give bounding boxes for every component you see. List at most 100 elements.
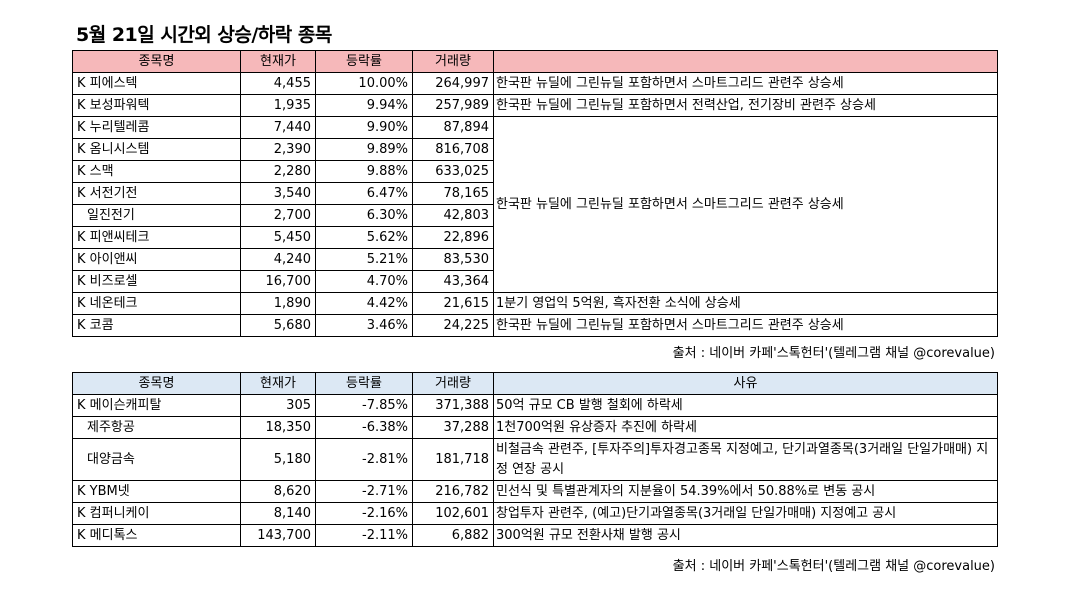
table-row: K 피에스텍 4,455 10.00% 264,997 한국판 뉴딜에 그린뉴딜… <box>72 72 998 95</box>
merged-reason: 한국판 뉴딜에 그린뉴딜 포함하면서 스마트그리드 관련주 상승세 <box>493 116 998 293</box>
table-row: K 메이슨캐피탈 305 -7.85% 371,388 50억 규모 CB 발행… <box>72 394 998 417</box>
stock-price: 5,680 <box>240 314 316 337</box>
stock-change: 9.88% <box>315 160 413 183</box>
table-row: 제주항공 18,350 -6.38% 37,288 1천700억원 유상증자 추… <box>72 416 998 439</box>
stock-name: K 네온테크 <box>72 292 241 315</box>
page-title: 5월 21일 시간외 상승/하락 종목 <box>76 24 332 46</box>
stock-change: -2.71% <box>315 480 413 503</box>
stock-name: K YBM넷 <box>72 480 241 503</box>
stock-reason: 한국판 뉴딜에 그린뉴딜 포함하면서 스마트그리드 관련주 상승세 <box>493 72 998 95</box>
stock-change: -2.11% <box>315 524 413 547</box>
stock-change: 6.47% <box>315 182 413 205</box>
stock-name: K 아이앤씨 <box>72 248 241 271</box>
stock-name: 대양금속 <box>72 438 241 481</box>
stock-name: K 피앤씨테크 <box>72 226 241 249</box>
stock-change: 4.70% <box>315 270 413 293</box>
stock-reason: 1천700억원 유상증자 추진에 하락세 <box>493 416 998 439</box>
stock-price: 7,440 <box>240 116 316 139</box>
stock-volume: 816,708 <box>412 138 494 161</box>
stock-price: 5,450 <box>240 226 316 249</box>
stock-reason: 민선식 및 특별관계자의 지분율이 54.39%에서 50.88%로 변동 공시 <box>493 480 998 503</box>
stock-price: 2,390 <box>240 138 316 161</box>
stock-volume: 37,288 <box>412 416 494 439</box>
stock-name: K 코콤 <box>72 314 241 337</box>
header-reason <box>493 50 998 73</box>
table-row: K 아이앤씨 4,240 5.21% 83,530 <box>72 248 998 271</box>
stock-volume: 24,225 <box>412 314 494 337</box>
table-row: 일진전기 2,700 6.30% 42,803 <box>72 204 998 227</box>
header-name: 종목명 <box>72 50 241 73</box>
stock-volume: 633,025 <box>412 160 494 183</box>
stock-name: K 누리텔레콤 <box>72 116 241 139</box>
stock-name: K 메이슨캐피탈 <box>72 394 241 417</box>
stock-volume: 21,615 <box>412 292 494 315</box>
stock-volume: 181,718 <box>412 438 494 481</box>
stock-reason: 한국판 뉴딜에 그린뉴딜 포함하면서 스마트그리드 관련주 상승세 <box>493 314 998 337</box>
stock-price: 3,540 <box>240 182 316 205</box>
stock-price: 5,180 <box>240 438 316 481</box>
stock-name: K 보성파워텍 <box>72 94 241 117</box>
stock-volume: 43,364 <box>412 270 494 293</box>
stock-volume: 264,997 <box>412 72 494 95</box>
stock-change: 3.46% <box>315 314 413 337</box>
header-price: 현재가 <box>240 372 316 395</box>
stock-volume: 257,989 <box>412 94 494 117</box>
stock-name: K 서전기전 <box>72 182 241 205</box>
stock-change: 5.21% <box>315 248 413 271</box>
stock-reason: 1분기 영업익 5억원, 흑자전환 소식에 상승세 <box>493 292 998 315</box>
stock-volume: 6,882 <box>412 524 494 547</box>
table-row: 대양금속 5,180 -2.81% 181,718 비철금속 관련주, [투자주… <box>72 438 998 481</box>
stock-price: 2,280 <box>240 160 316 183</box>
stock-volume: 42,803 <box>412 204 494 227</box>
table-header-row: 종목명 현재가 등락률 거래량 사유 <box>72 372 998 395</box>
stock-reason: 창업투자 관련주, (예고)단기과열종목(3거래일 단일가매매) 지정예고 공시 <box>493 502 998 525</box>
stock-reason: 300억원 규모 전환사채 발행 공시 <box>493 524 998 547</box>
stock-name: K 컴퍼니케이 <box>72 502 241 525</box>
stock-change: -2.81% <box>315 438 413 481</box>
table-row: K 서전기전 3,540 6.47% 78,165 <box>72 182 998 205</box>
stock-name: K 옴니시스템 <box>72 138 241 161</box>
stock-price: 1,890 <box>240 292 316 315</box>
stock-price: 305 <box>240 394 316 417</box>
stock-volume: 102,601 <box>412 502 494 525</box>
stock-reason: 한국판 뉴딜에 그린뉴딜 포함하면서 전력산업, 전기장비 관련주 상승세 <box>493 94 998 117</box>
stock-price: 4,240 <box>240 248 316 271</box>
table-row: K 비즈로셀 16,700 4.70% 43,364 <box>72 270 998 293</box>
stock-change: 6.30% <box>315 204 413 227</box>
stock-price: 2,700 <box>240 204 316 227</box>
source-caption: 출처 : 네이버 카페'스톡헌터'(텔레그램 채널 @corevalue) <box>672 346 995 361</box>
stock-reason: 비철금속 관련주, [투자주의]투자경고종목 지정예고, 단기과열종목(3거래일… <box>493 438 998 481</box>
rise-table: 종목명 현재가 등락률 거래량 K 피에스텍 4,455 10.00% 264,… <box>72 50 998 337</box>
table-row: K 누리텔레콤 7,440 9.90% 87,894 한국판 뉴딜에 그린뉴딜 … <box>72 116 998 293</box>
stock-volume: 22,896 <box>412 226 494 249</box>
table-row: K 코콤 5,680 3.46% 24,225 한국판 뉴딜에 그린뉴딜 포함하… <box>72 314 998 337</box>
header-reason: 사유 <box>493 372 998 395</box>
table-row: K 네온테크 1,890 4.42% 21,615 1분기 영업익 5억원, 흑… <box>72 292 998 315</box>
header-change: 등락률 <box>315 372 413 395</box>
stock-name: K 비즈로셀 <box>72 270 241 293</box>
stock-volume: 83,530 <box>412 248 494 271</box>
header-change: 등락률 <box>315 50 413 73</box>
stock-change: 4.42% <box>315 292 413 315</box>
stock-change: 9.94% <box>315 94 413 117</box>
header-volume: 거래량 <box>412 50 494 73</box>
table-row: K 보성파워텍 1,935 9.94% 257,989 한국판 뉴딜에 그린뉴딜… <box>72 94 998 117</box>
stock-change: 9.89% <box>315 138 413 161</box>
header-price: 현재가 <box>240 50 316 73</box>
table-header-row: 종목명 현재가 등락률 거래량 <box>72 50 998 73</box>
stock-reason: 50억 규모 CB 발행 철회에 하락세 <box>493 394 998 417</box>
stock-volume: 87,894 <box>412 116 494 139</box>
stock-name: K 스맥 <box>72 160 241 183</box>
source-caption: 출처 : 네이버 카페'스톡헌터'(텔레그램 채널 @corevalue) <box>672 559 995 574</box>
stock-name: 제주항공 <box>72 416 241 439</box>
fall-table: 종목명 현재가 등락률 거래량 사유 K 메이슨캐피탈 305 -7.85% 3… <box>72 372 998 547</box>
table-row: K YBM넷 8,620 -2.71% 216,782 민선식 및 특별관계자의… <box>72 480 998 503</box>
stock-price: 8,140 <box>240 502 316 525</box>
stock-price: 4,455 <box>240 72 316 95</box>
stock-name: K 메디톡스 <box>72 524 241 547</box>
stock-price: 18,350 <box>240 416 316 439</box>
stock-volume: 216,782 <box>412 480 494 503</box>
header-name: 종목명 <box>72 372 241 395</box>
stock-price: 16,700 <box>240 270 316 293</box>
stock-volume: 371,388 <box>412 394 494 417</box>
